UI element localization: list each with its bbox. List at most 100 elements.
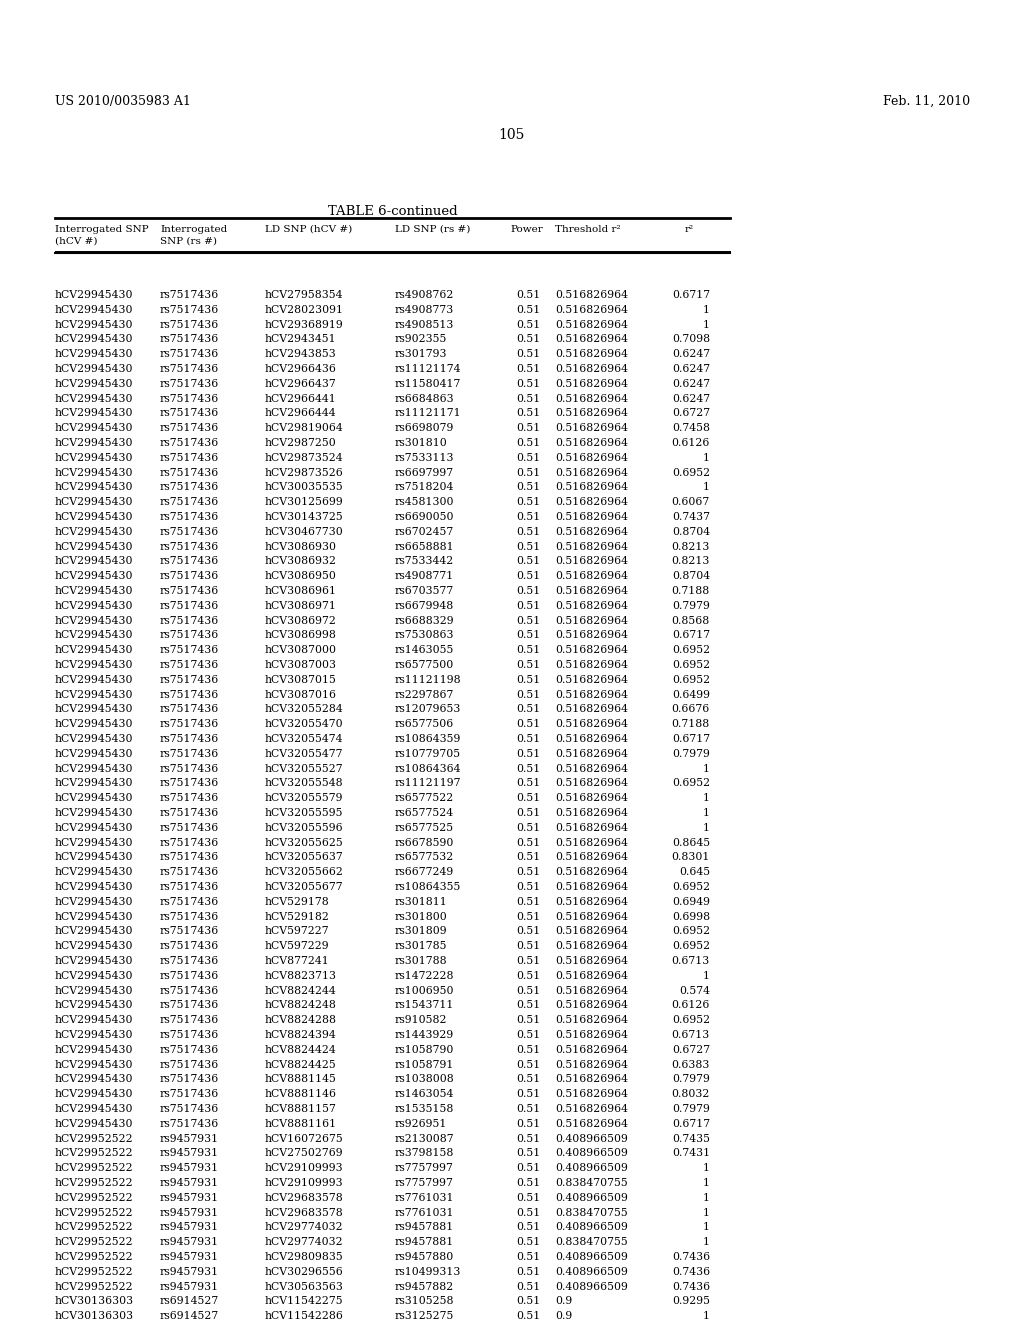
Text: hCV29809835: hCV29809835 <box>265 1251 344 1262</box>
Text: 0.516826964: 0.516826964 <box>555 927 628 936</box>
Text: rs7517436: rs7517436 <box>160 793 219 803</box>
Text: 0.51: 0.51 <box>516 882 540 892</box>
Text: 0.516826964: 0.516826964 <box>555 986 628 995</box>
Text: rs9457931: rs9457931 <box>160 1251 219 1262</box>
Text: rs1543711: rs1543711 <box>395 1001 455 1010</box>
Text: rs7517436: rs7517436 <box>160 838 219 847</box>
Text: rs11121198: rs11121198 <box>395 675 462 685</box>
Text: hCV29945430: hCV29945430 <box>55 734 133 744</box>
Text: rs6679948: rs6679948 <box>395 601 455 611</box>
Text: rs1058790: rs1058790 <box>395 1045 455 1055</box>
Text: rs7517436: rs7517436 <box>160 853 219 862</box>
Text: hCV29952522: hCV29952522 <box>55 1208 133 1217</box>
Text: hCV29109993: hCV29109993 <box>265 1177 344 1188</box>
Text: 1: 1 <box>703 1193 710 1203</box>
Text: hCV29945430: hCV29945430 <box>55 290 133 300</box>
Text: 0.51: 0.51 <box>516 645 540 655</box>
Text: 0.51: 0.51 <box>516 941 540 952</box>
Text: hCV29945430: hCV29945430 <box>55 408 133 418</box>
Text: rs6577500: rs6577500 <box>395 660 455 671</box>
Text: rs7517436: rs7517436 <box>160 424 219 433</box>
Text: rs301785: rs301785 <box>395 941 447 952</box>
Text: 0.51: 0.51 <box>516 719 540 729</box>
Text: hCV29945430: hCV29945430 <box>55 675 133 685</box>
Text: 0.516826964: 0.516826964 <box>555 1104 628 1114</box>
Text: 0.51: 0.51 <box>516 1208 540 1217</box>
Text: 0.51: 0.51 <box>516 675 540 685</box>
Text: 0.51: 0.51 <box>516 541 540 552</box>
Text: hCV29945430: hCV29945430 <box>55 1030 133 1040</box>
Text: rs7517436: rs7517436 <box>160 1104 219 1114</box>
Text: 1: 1 <box>703 1237 710 1247</box>
Text: hCV29945430: hCV29945430 <box>55 601 133 611</box>
Text: hCV8824244: hCV8824244 <box>265 986 337 995</box>
Text: 0.838470755: 0.838470755 <box>555 1237 628 1247</box>
Text: hCV2987250: hCV2987250 <box>265 438 337 447</box>
Text: rs10779705: rs10779705 <box>395 748 461 759</box>
Text: 1: 1 <box>703 1311 710 1320</box>
Text: rs301811: rs301811 <box>395 896 447 907</box>
Text: hCV2966436: hCV2966436 <box>265 364 337 374</box>
Text: 0.574: 0.574 <box>679 986 710 995</box>
Text: hCV29774032: hCV29774032 <box>265 1237 344 1247</box>
Text: hCV29945430: hCV29945430 <box>55 527 133 537</box>
Text: Interrogated: Interrogated <box>160 224 227 234</box>
Text: 0.51: 0.51 <box>516 572 540 581</box>
Text: Threshold r²: Threshold r² <box>555 224 621 234</box>
Text: rs7517436: rs7517436 <box>160 970 219 981</box>
Text: rs4908513: rs4908513 <box>395 319 455 330</box>
Text: hCV3087000: hCV3087000 <box>265 645 337 655</box>
Text: 0.6713: 0.6713 <box>672 1030 710 1040</box>
Text: rs7517436: rs7517436 <box>160 438 219 447</box>
Text: hCV2943853: hCV2943853 <box>265 350 337 359</box>
Text: 0.516826964: 0.516826964 <box>555 305 628 314</box>
Text: hCV29945430: hCV29945430 <box>55 424 133 433</box>
Text: rs6577506: rs6577506 <box>395 719 455 729</box>
Text: 0.51: 0.51 <box>516 1089 540 1100</box>
Text: rs7517436: rs7517436 <box>160 1119 219 1129</box>
Text: rs7517436: rs7517436 <box>160 1045 219 1055</box>
Text: hCV8881145: hCV8881145 <box>265 1074 337 1085</box>
Text: rs9457881: rs9457881 <box>395 1237 455 1247</box>
Text: hCV29109993: hCV29109993 <box>265 1163 344 1173</box>
Text: rs301793: rs301793 <box>395 350 447 359</box>
Text: 0.408966509: 0.408966509 <box>555 1222 628 1233</box>
Text: 0.51: 0.51 <box>516 808 540 818</box>
Text: 0.408966509: 0.408966509 <box>555 1148 628 1159</box>
Text: 0.51: 0.51 <box>516 379 540 389</box>
Text: rs6684863: rs6684863 <box>395 393 455 404</box>
Text: 0.516826964: 0.516826964 <box>555 379 628 389</box>
Text: rs6577532: rs6577532 <box>395 853 455 862</box>
Text: 0.6247: 0.6247 <box>672 364 710 374</box>
Text: rs7517436: rs7517436 <box>160 541 219 552</box>
Text: hCV29945430: hCV29945430 <box>55 779 133 788</box>
Text: rs7517436: rs7517436 <box>160 896 219 907</box>
Text: rs301810: rs301810 <box>395 438 447 447</box>
Text: 0.516826964: 0.516826964 <box>555 424 628 433</box>
Text: rs1006950: rs1006950 <box>395 986 455 995</box>
Text: hCV32055548: hCV32055548 <box>265 779 344 788</box>
Text: rs10864359: rs10864359 <box>395 734 462 744</box>
Text: 0.51: 0.51 <box>516 1001 540 1010</box>
Text: 0.51: 0.51 <box>516 467 540 478</box>
Text: hCV29945430: hCV29945430 <box>55 1015 133 1026</box>
Text: 1: 1 <box>703 822 710 833</box>
Text: rs9457931: rs9457931 <box>160 1282 219 1291</box>
Text: 0.51: 0.51 <box>516 393 540 404</box>
Text: rs7517436: rs7517436 <box>160 867 219 878</box>
Text: 0.6713: 0.6713 <box>672 956 710 966</box>
Text: 0.9: 0.9 <box>555 1311 572 1320</box>
Text: hCV8824288: hCV8824288 <box>265 1015 337 1026</box>
Text: 0.516826964: 0.516826964 <box>555 1089 628 1100</box>
Text: hCV29368919: hCV29368919 <box>265 319 344 330</box>
Text: hCV29945430: hCV29945430 <box>55 453 133 463</box>
Text: rs7517436: rs7517436 <box>160 586 219 597</box>
Text: 0.51: 0.51 <box>516 1074 540 1085</box>
Text: rs7517436: rs7517436 <box>160 645 219 655</box>
Text: rs6914527: rs6914527 <box>160 1296 219 1307</box>
Text: hCV597229: hCV597229 <box>265 941 330 952</box>
Text: rs9457931: rs9457931 <box>160 1222 219 1233</box>
Text: rs7517436: rs7517436 <box>160 1074 219 1085</box>
Text: rs7533113: rs7533113 <box>395 453 455 463</box>
Text: 0.51: 0.51 <box>516 853 540 862</box>
